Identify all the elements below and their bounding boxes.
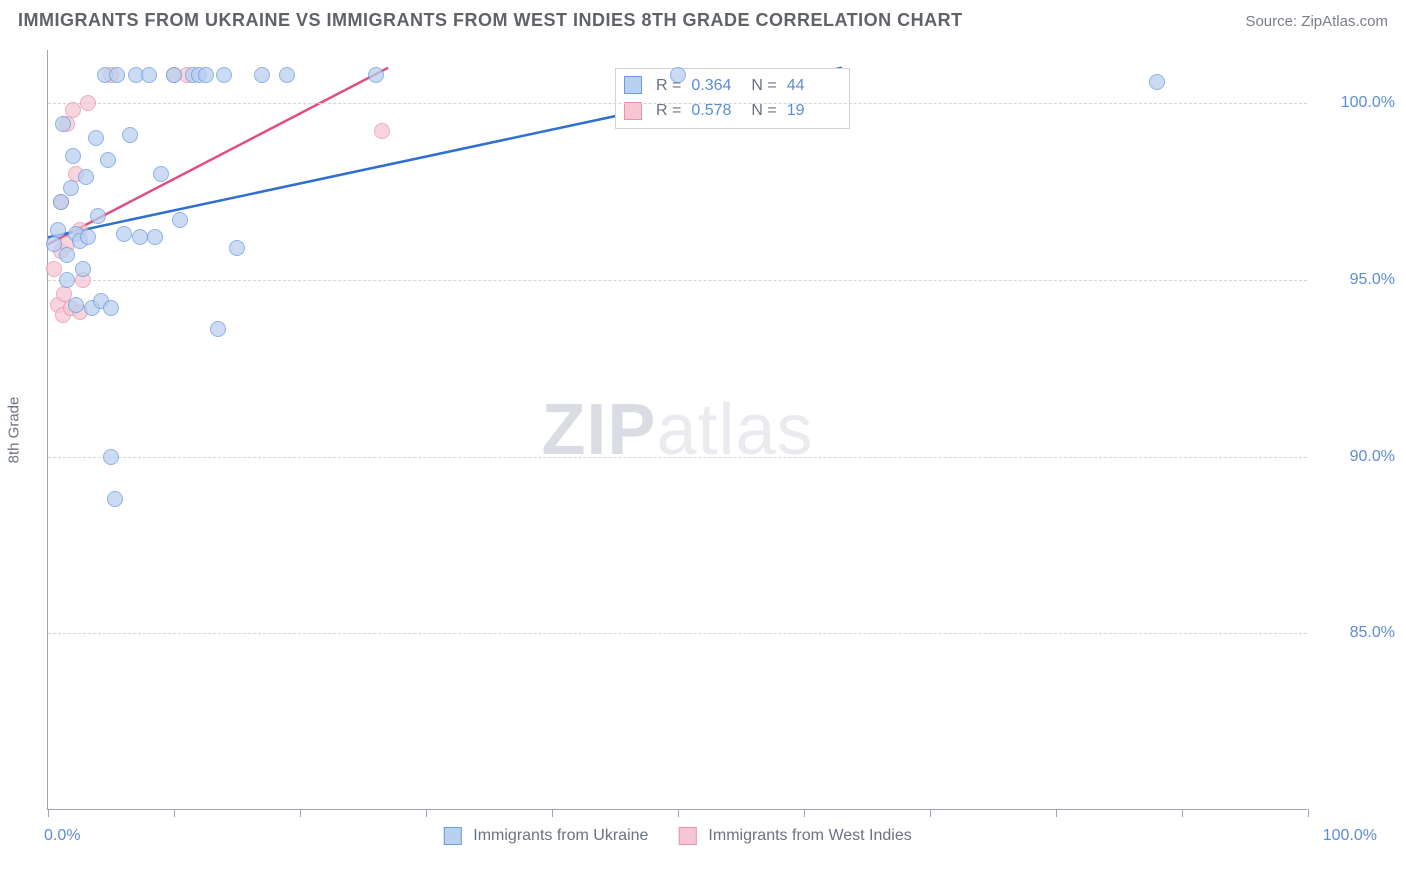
scatter-point-ukraine bbox=[107, 491, 123, 507]
scatter-point-ukraine bbox=[68, 297, 84, 313]
scatter-point-ukraine bbox=[103, 300, 119, 316]
stats-swatch bbox=[624, 76, 642, 94]
scatter-point-ukraine bbox=[53, 194, 69, 210]
scatter-point-ukraine bbox=[166, 67, 182, 83]
scatter-point-ukraine bbox=[100, 152, 116, 168]
x-tick bbox=[174, 809, 175, 817]
x-tick bbox=[1056, 809, 1057, 817]
x-tick bbox=[552, 809, 553, 817]
scatter-point-ukraine bbox=[216, 67, 232, 83]
scatter-point-ukraine bbox=[670, 67, 686, 83]
scatter-point-ukraine bbox=[132, 229, 148, 245]
legend-item-ukraine: Immigrants from Ukraine bbox=[443, 827, 648, 845]
scatter-point-ukraine bbox=[229, 240, 245, 256]
scatter-point-ukraine bbox=[279, 67, 295, 83]
chart-plot-area: 8th Grade ZIPatlas R =0.364N =44R =0.578… bbox=[47, 50, 1307, 810]
x-tick bbox=[930, 809, 931, 817]
legend-label-a: Immigrants from Ukraine bbox=[473, 827, 648, 845]
x-tick bbox=[804, 809, 805, 817]
scatter-point-ukraine bbox=[50, 222, 66, 238]
scatter-point-west-indies bbox=[374, 123, 390, 139]
chart-title: IMMIGRANTS FROM UKRAINE VS IMMIGRANTS FR… bbox=[18, 10, 963, 31]
legend-label-b: Immigrants from West Indies bbox=[708, 827, 911, 845]
scatter-point-ukraine bbox=[75, 261, 91, 277]
gridline bbox=[48, 633, 1307, 634]
scatter-point-ukraine bbox=[55, 116, 71, 132]
gridline bbox=[48, 103, 1307, 104]
x-tick bbox=[48, 809, 49, 817]
scatter-point-ukraine bbox=[78, 169, 94, 185]
scatter-point-ukraine bbox=[103, 449, 119, 465]
watermark: ZIPatlas bbox=[541, 389, 813, 471]
legend-item-west-indies: Immigrants from West Indies bbox=[678, 827, 911, 845]
scatter-point-ukraine bbox=[122, 127, 138, 143]
x-tick bbox=[678, 809, 679, 817]
scatter-point-ukraine bbox=[109, 67, 125, 83]
y-tick-label: 85.0% bbox=[1315, 624, 1395, 642]
scatter-point-ukraine bbox=[198, 67, 214, 83]
y-tick-label: 95.0% bbox=[1315, 271, 1395, 289]
scatter-point-ukraine bbox=[153, 166, 169, 182]
scatter-point-ukraine bbox=[116, 226, 132, 242]
stats-swatch bbox=[624, 102, 642, 120]
x-axis-min-label: 0.0% bbox=[44, 827, 80, 845]
gridline bbox=[48, 457, 1307, 458]
scatter-point-ukraine bbox=[59, 247, 75, 263]
source-text: Source: ZipAtlas.com bbox=[1245, 13, 1388, 30]
scatter-point-ukraine bbox=[88, 130, 104, 146]
scatter-point-ukraine bbox=[141, 67, 157, 83]
y-tick-label: 100.0% bbox=[1315, 94, 1395, 112]
scatter-point-west-indies bbox=[80, 95, 96, 111]
x-tick bbox=[1182, 809, 1183, 817]
scatter-point-ukraine bbox=[65, 148, 81, 164]
scatter-point-ukraine bbox=[147, 229, 163, 245]
scatter-point-ukraine bbox=[172, 212, 188, 228]
gridline bbox=[48, 280, 1307, 281]
scatter-point-ukraine bbox=[368, 67, 384, 83]
legend-swatch-a bbox=[443, 827, 461, 845]
legend-swatch-b bbox=[678, 827, 696, 845]
scatter-point-ukraine bbox=[80, 229, 96, 245]
scatter-point-ukraine bbox=[59, 272, 75, 288]
correlation-stats-box: R =0.364N =44R =0.578N =19 bbox=[615, 68, 850, 129]
scatter-point-ukraine bbox=[210, 321, 226, 337]
x-tick bbox=[426, 809, 427, 817]
scatter-point-ukraine bbox=[90, 208, 106, 224]
x-tick bbox=[1308, 809, 1309, 817]
scatter-point-ukraine bbox=[254, 67, 270, 83]
scatter-point-ukraine bbox=[63, 180, 79, 196]
legend: Immigrants from Ukraine Immigrants from … bbox=[443, 827, 911, 845]
scatter-point-west-indies bbox=[65, 102, 81, 118]
trend-lines bbox=[48, 50, 1308, 810]
x-tick bbox=[300, 809, 301, 817]
scatter-point-ukraine bbox=[1149, 74, 1165, 90]
stats-row: R =0.364N =44 bbox=[624, 73, 837, 99]
y-tick-label: 90.0% bbox=[1315, 448, 1395, 466]
y-axis-title: 8th Grade bbox=[6, 396, 23, 463]
x-axis-max-label: 100.0% bbox=[1323, 827, 1377, 845]
